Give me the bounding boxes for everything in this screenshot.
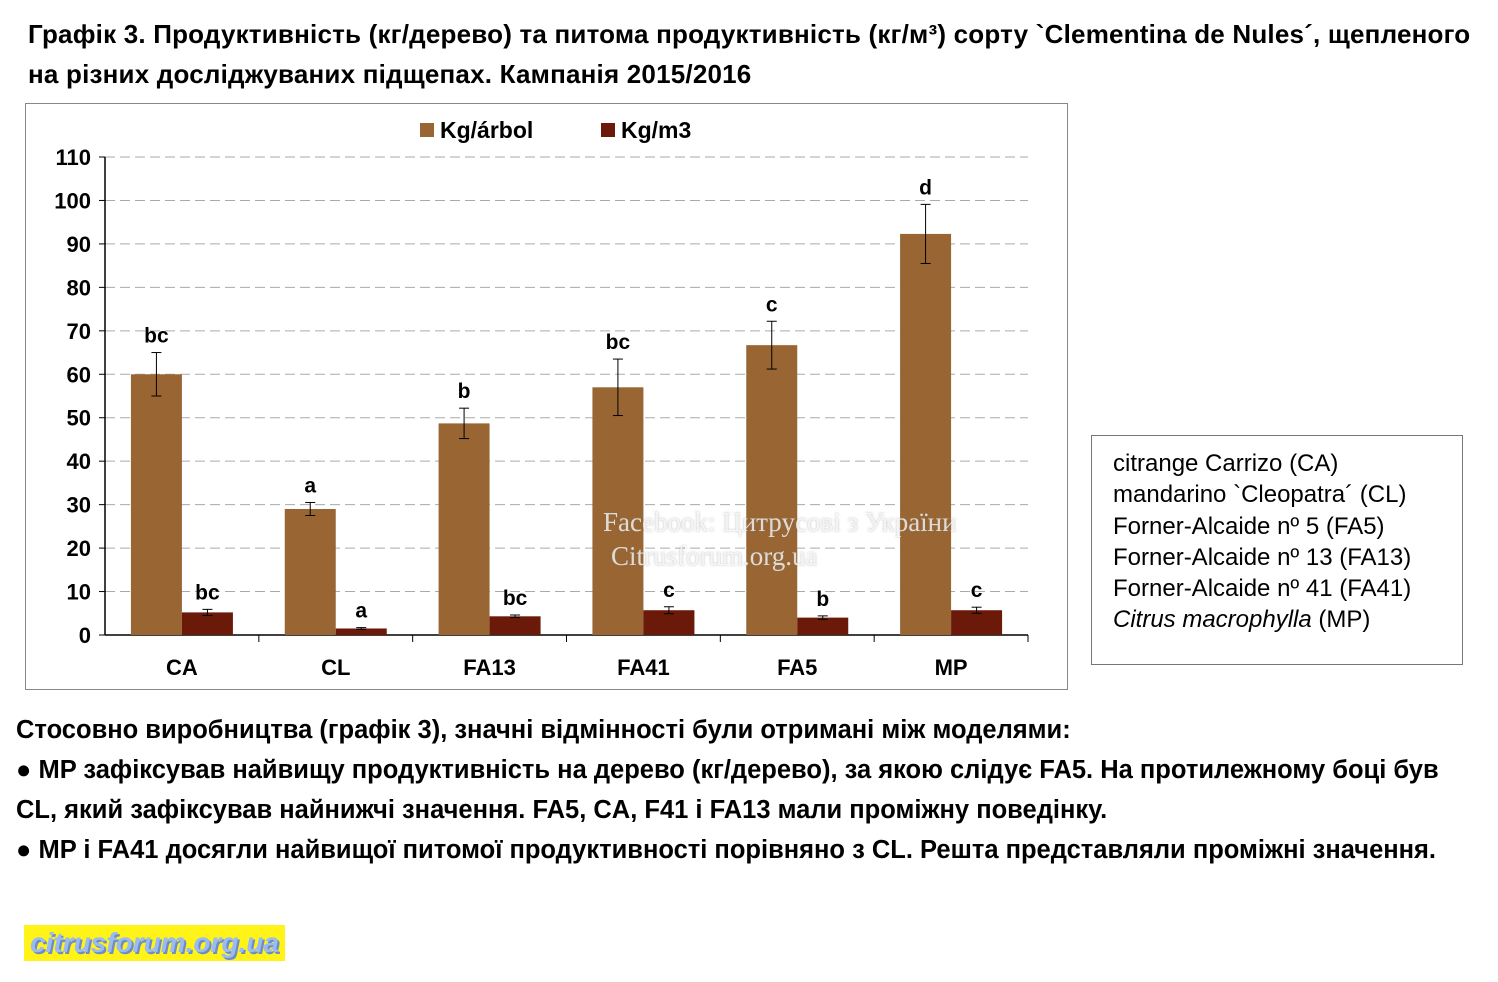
x-tick-label: FA41 [617, 655, 670, 680]
y-tick-label: 0 [79, 623, 91, 648]
data-label: bc [195, 581, 220, 604]
rootstock-legend: citrange Carrizo (CA) mandarino `Cleopat… [1091, 435, 1463, 665]
legend-label: Kg/árbol [440, 117, 533, 143]
bar [335, 628, 387, 635]
legend-line: Forner-Alcaide nº 13 (FA13) [1113, 543, 1412, 571]
data-label: c [971, 579, 983, 602]
y-tick-label: 50 [67, 406, 91, 431]
legend-line: Forner-Alcaide nº 5 (FA5) [1113, 512, 1385, 540]
y-tick-label: 20 [67, 536, 91, 561]
x-tick-label: FA5 [777, 655, 817, 680]
legend-line: Forner-Alcaide nº 41 (FA41) [1113, 575, 1412, 603]
body-text: Стосовно виробництва (графік 3), значні … [16, 710, 1486, 870]
bar [746, 345, 798, 635]
y-tick-label: 90 [67, 232, 91, 257]
data-label: c [663, 579, 675, 602]
x-tick-label: MP [935, 655, 968, 680]
page-title: Графік 3. Продуктивність (кг/дерево) та … [28, 19, 1471, 89]
bar [489, 616, 541, 635]
legend-italic: Citrus macrophylla [1113, 606, 1312, 634]
legend-swatch [601, 123, 615, 137]
legend-line: mandarino `Cleopatra´ (CL) [1113, 481, 1407, 509]
y-tick-label: 80 [67, 275, 91, 300]
y-tick-label: 100 [54, 188, 91, 213]
data-label: a [304, 474, 316, 497]
legend-label: Kg/m3 [621, 117, 691, 143]
x-tick-label: FA13 [463, 655, 516, 680]
data-label: bc [503, 587, 528, 610]
y-tick-label: 10 [67, 580, 91, 605]
y-tick-label: 40 [67, 449, 91, 474]
legend-line: citrange Carrizo (CA) [1113, 450, 1339, 477]
data-label: bc [144, 325, 169, 348]
y-tick-label: 110 [56, 145, 92, 170]
legend-line: Citrus macrophylla (MP) [1113, 604, 1462, 635]
data-label: d [919, 176, 932, 199]
paragraph: ● MP і FA41 досягли найвищої питомої про… [16, 836, 1437, 864]
data-label: b [458, 380, 471, 403]
data-label: b [816, 588, 829, 611]
paragraph: ● MP зафіксував найвищу продуктивність н… [16, 756, 1439, 824]
legend-swatch [420, 123, 434, 137]
watermark-line-2: Citrusforum.org.ua [611, 541, 818, 571]
bar [438, 423, 490, 635]
site-watermark: citrusforum.org.ua [24, 925, 285, 961]
chart-frame [25, 103, 1068, 690]
bar [130, 374, 182, 635]
bar [181, 612, 233, 635]
data-label: a [355, 600, 367, 623]
y-tick-label: 60 [67, 362, 91, 387]
bar [284, 508, 336, 635]
y-tick-label: 70 [67, 319, 91, 344]
watermark-line-1: Facebook: Цитрусові з України [603, 507, 957, 537]
legend-rest: (MP) [1311, 606, 1371, 634]
paragraph: Стосовно виробництва (графік 3), значні … [16, 716, 1071, 744]
x-tick-label: CA [166, 655, 198, 680]
bar [951, 610, 1003, 635]
bar [643, 610, 695, 635]
data-label: c [766, 293, 778, 316]
bar [797, 617, 849, 635]
bar [592, 387, 644, 635]
y-tick-label: 30 [67, 493, 91, 518]
bar [900, 233, 952, 635]
watermark-overlay: Facebook: Цитрусові з України Citrusforum… [603, 505, 957, 573]
x-tick-label: CL [321, 655, 350, 680]
data-label: bc [606, 331, 631, 354]
